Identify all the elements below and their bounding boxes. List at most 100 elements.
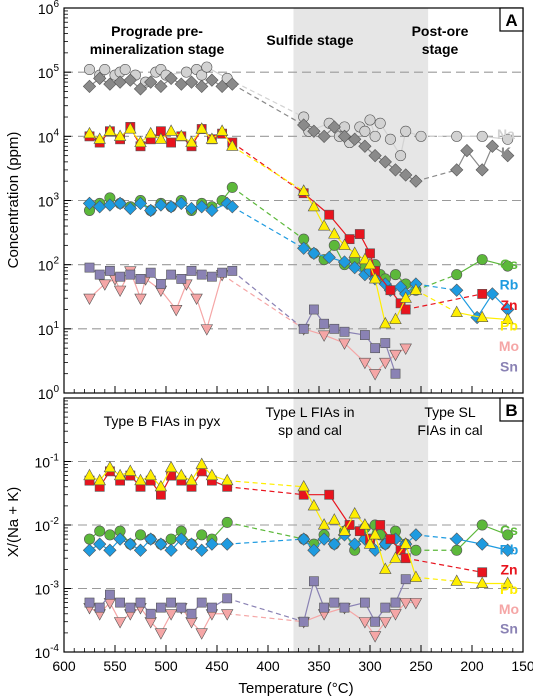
sn-series-line — [303, 578, 407, 623]
pb-data-point — [475, 310, 489, 323]
sn-data-point — [196, 269, 207, 280]
na-data-point — [476, 130, 488, 142]
sn-data-point — [166, 597, 176, 608]
rb-data-point — [133, 196, 148, 211]
y-axis-ticks-a: 100 101 102 103 104 105 106 — [38, 0, 71, 402]
pb-data-point — [409, 570, 423, 582]
cs-data-point — [476, 254, 488, 266]
x-tick-label: 400 — [256, 658, 280, 674]
pb-data-point — [297, 184, 310, 196]
y-axis-label-b: X/(Na + K) — [5, 487, 22, 557]
zn-data-point — [400, 304, 411, 315]
rb-data-point — [297, 532, 311, 546]
sn-data-point — [329, 597, 340, 608]
sn-data-point — [176, 602, 187, 613]
y-tick-label: 105 — [38, 63, 60, 81]
y-tick-label: 102 — [38, 256, 60, 274]
rb-series-line — [231, 206, 305, 249]
sn-data-point — [308, 304, 319, 315]
zn-series-line — [227, 486, 304, 496]
mo-data-point — [98, 279, 112, 291]
cs-data-point — [389, 269, 401, 281]
cs-series-line — [415, 274, 457, 291]
pb-data-point — [317, 219, 331, 231]
x-tick-label: 250 — [409, 658, 433, 674]
sn-data-point — [222, 593, 233, 604]
fia-label-type-b: Type B FIAs in pyx — [104, 413, 221, 429]
rb-data-point — [133, 543, 148, 557]
sn-data-point — [176, 274, 187, 284]
zn-data-point — [477, 567, 488, 578]
legend-pb: Pb — [500, 581, 518, 597]
panel-a-label-box — [499, 7, 524, 32]
cs-data-point — [502, 529, 514, 541]
x-tick-label: 600 — [52, 658, 76, 674]
mo-data-point — [399, 598, 412, 610]
legend-sn: Sn — [500, 621, 518, 637]
zn-data-point — [344, 520, 355, 530]
na-data-point — [415, 130, 427, 142]
pb-data-point — [113, 129, 127, 141]
sn-data-point — [339, 602, 350, 613]
cs-data-point — [226, 181, 238, 193]
legend-rb: Rb — [500, 277, 519, 293]
zn-data-point — [385, 285, 396, 296]
rb-data-point — [348, 260, 362, 275]
cs-data-point — [410, 544, 422, 556]
y-axis-label-a: Concentration (ppm) — [5, 132, 22, 269]
pb-data-point — [501, 576, 514, 588]
k-data-point — [378, 155, 392, 169]
sn-data-point — [217, 267, 227, 278]
rb-data-point — [103, 543, 117, 557]
pb-data-point — [317, 518, 331, 530]
cs-data-point — [94, 525, 106, 537]
pb-data-point — [328, 513, 341, 525]
rb-data-point — [450, 283, 464, 297]
sn-data-point — [156, 602, 166, 613]
k-data-point — [409, 174, 423, 188]
sn-data-point — [207, 602, 217, 613]
series-group-a — [82, 61, 515, 381]
pb-data-point — [113, 468, 127, 481]
na-data-point — [502, 133, 514, 145]
mo-data-point — [338, 338, 351, 350]
na-data-point — [374, 117, 386, 129]
rb-data-point — [322, 250, 336, 264]
k-data-point — [317, 129, 331, 143]
cs-data-point — [84, 533, 96, 545]
sn-data-point — [135, 274, 146, 284]
pb-series-line — [415, 576, 457, 582]
sn-data-point — [329, 323, 340, 334]
legend-k: K — [501, 144, 511, 160]
sn-data-point — [135, 597, 146, 608]
mo-series-line — [221, 274, 305, 330]
stage-label-prograde-line2: mineralization stage — [90, 41, 225, 57]
pb-series-line — [231, 145, 305, 192]
na-series-line — [226, 77, 304, 118]
pb-data-point — [328, 227, 341, 239]
sn-data-point — [125, 602, 136, 613]
zn-data-point — [375, 520, 386, 530]
k-data-point — [368, 149, 382, 163]
k-data-point — [307, 124, 321, 138]
rb-series-line — [456, 289, 509, 319]
legend-b: Cs Rb Zn Pb Mo Sn — [499, 522, 519, 637]
na-data-point — [395, 150, 407, 162]
rb-data-point — [450, 532, 464, 546]
pb-data-point — [93, 473, 106, 486]
rb-data-point — [195, 200, 209, 214]
k-data-point — [337, 129, 352, 143]
sn-data-point — [145, 267, 156, 278]
k-data-point — [184, 75, 199, 89]
panel-a-label: A — [505, 11, 517, 30]
pb-data-point — [195, 122, 208, 134]
rb-series-line — [415, 534, 457, 540]
legend-mo: Mo — [499, 601, 519, 617]
zn-data-point — [156, 489, 166, 500]
pb-data-point — [124, 464, 137, 476]
sn-data-point — [105, 265, 115, 276]
k-data-point — [388, 163, 403, 177]
na-data-point — [84, 64, 96, 76]
pb-data-point — [205, 468, 219, 481]
